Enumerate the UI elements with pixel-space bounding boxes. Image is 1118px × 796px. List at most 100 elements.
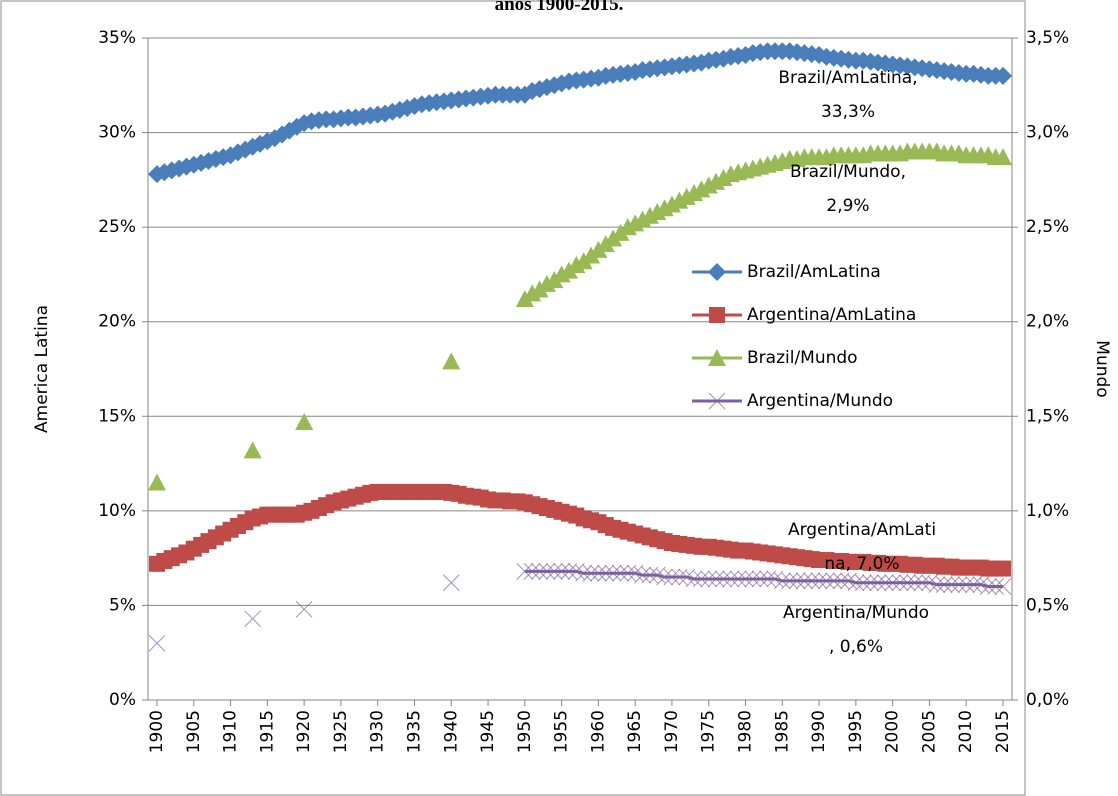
marker <box>715 570 732 588</box>
x-tick-label: 2010 <box>956 710 976 753</box>
x-tick-label: 1925 <box>331 710 351 753</box>
y2-tick-label: 3,0% <box>1026 123 1069 143</box>
annotation: Argentina/AmLati <box>788 520 936 540</box>
y2-tick-label: 3,5% <box>1026 28 1069 48</box>
legend-marker <box>709 307 725 323</box>
marker <box>773 572 791 590</box>
marker <box>244 610 261 628</box>
annotation: 33,3% <box>821 102 875 122</box>
legend-label: Brazil/Mundo <box>747 348 858 368</box>
x-tick-label: 1935 <box>404 710 424 753</box>
marker <box>722 570 740 588</box>
marker <box>928 576 946 593</box>
x-tick-label: 1980 <box>736 710 756 753</box>
x-tick-label: 1945 <box>478 710 498 753</box>
marker <box>818 572 835 590</box>
marker <box>685 570 703 588</box>
marker <box>862 574 879 592</box>
chart-title: anos 1900-2015. <box>495 0 624 15</box>
marker <box>693 570 710 588</box>
marker <box>781 572 799 590</box>
y-tick-label: 0% <box>109 690 136 710</box>
marker <box>943 576 960 593</box>
marker <box>590 564 607 582</box>
marker <box>994 66 1012 85</box>
x-tick-label: 1910 <box>221 710 241 753</box>
annotation: Brazil/Mundo, <box>790 162 906 182</box>
marker <box>840 572 857 590</box>
marker <box>913 574 931 592</box>
marker <box>626 564 644 582</box>
marker <box>648 566 666 584</box>
y2-tick-label: 0,5% <box>1026 595 1069 615</box>
marker <box>995 560 1011 577</box>
marker <box>516 563 534 580</box>
legend-marker <box>708 349 726 366</box>
y2-tick-label: 2,5% <box>1026 217 1069 237</box>
marker <box>604 564 622 582</box>
marker <box>634 566 651 584</box>
marker <box>148 634 166 652</box>
marker <box>759 570 776 588</box>
marker <box>906 574 924 592</box>
y-axis-title: America Latina <box>32 305 52 433</box>
x-tick-label: 1905 <box>184 710 204 753</box>
marker <box>582 564 600 582</box>
y2-tick-label: 2,0% <box>1026 312 1069 332</box>
marker <box>148 473 166 491</box>
marker <box>663 568 681 586</box>
marker <box>567 563 585 580</box>
y2-tick-label: 1,5% <box>1026 406 1069 426</box>
marker <box>678 568 696 586</box>
marker <box>737 570 754 588</box>
marker <box>899 574 916 592</box>
marker <box>921 574 938 592</box>
marker <box>553 563 570 580</box>
legend-marker <box>708 392 726 410</box>
marker <box>884 574 902 592</box>
annotation: 2,9% <box>826 196 869 216</box>
marker <box>876 574 894 592</box>
marker <box>700 570 718 588</box>
marker <box>619 564 637 582</box>
marker <box>987 578 1004 595</box>
marker <box>935 576 953 593</box>
marker <box>670 568 688 586</box>
marker <box>854 574 872 592</box>
marker <box>612 564 629 582</box>
marker <box>788 572 806 590</box>
x-tick-label: 1930 <box>368 710 388 753</box>
annotation: , 0,6% <box>829 637 883 657</box>
marker <box>965 576 982 593</box>
legend-label: Argentina/AmLatina <box>747 305 916 325</box>
marker <box>442 352 461 370</box>
y2-tick-label: 1,0% <box>1026 501 1069 521</box>
x-tick-label: 1900 <box>147 710 167 753</box>
marker <box>957 576 975 593</box>
x-tick-label: 2005 <box>919 710 939 753</box>
y-tick-label: 15% <box>98 406 136 426</box>
marker <box>295 412 314 430</box>
annotation: Brazil/AmLatina, <box>778 68 917 88</box>
series-line <box>524 569 1003 589</box>
marker <box>744 570 762 588</box>
x-tick-label: 1940 <box>441 710 461 753</box>
x-tick-label: 1970 <box>662 710 682 753</box>
annotation: Argentina/Mundo <box>783 603 929 623</box>
x-tick-label: 1915 <box>257 710 277 753</box>
legend-marker <box>708 263 726 281</box>
marker <box>766 570 784 588</box>
chart-border <box>0 0 1026 796</box>
x-tick-label: 1960 <box>588 710 608 753</box>
marker <box>832 572 850 590</box>
marker <box>972 576 990 593</box>
marker <box>243 137 262 156</box>
x-tick-label: 1955 <box>552 710 572 753</box>
annotation: na, 7,0% <box>824 554 899 574</box>
marker <box>243 441 262 459</box>
marker <box>641 566 659 584</box>
y-tick-label: 35% <box>98 28 136 48</box>
marker <box>597 564 615 582</box>
y-tick-label: 10% <box>98 501 136 521</box>
